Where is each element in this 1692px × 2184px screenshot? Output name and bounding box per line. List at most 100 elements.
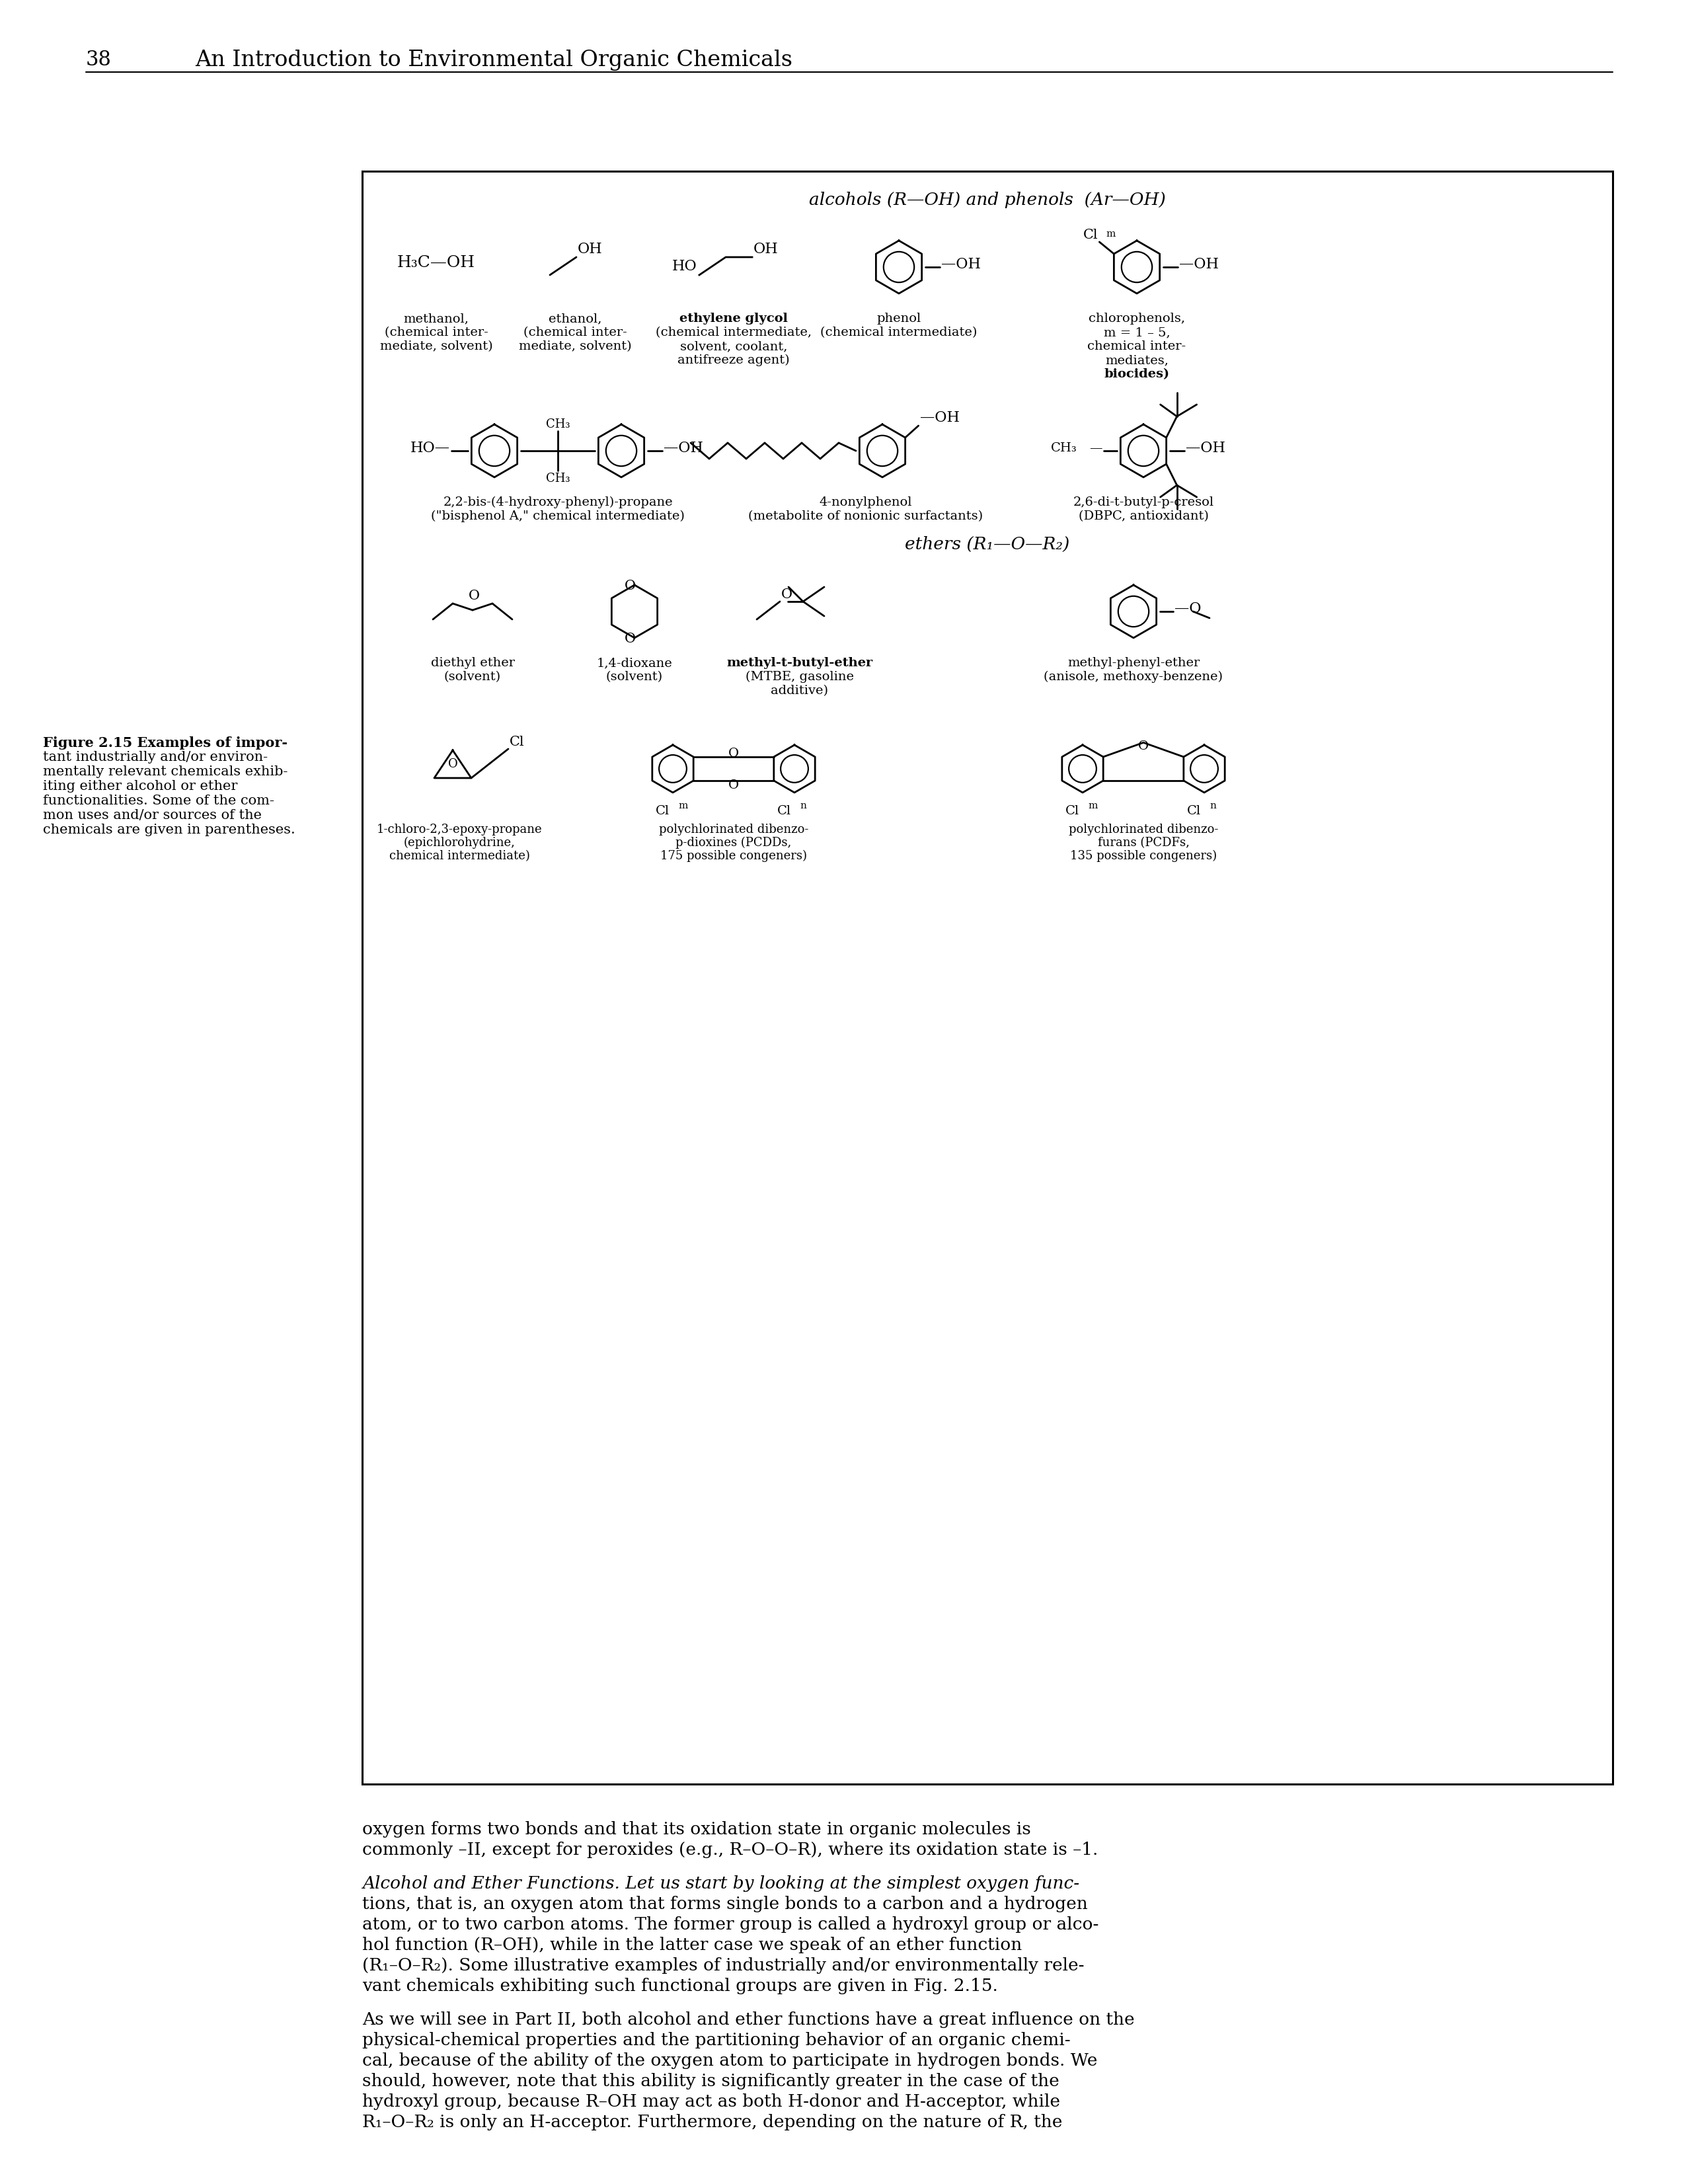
Text: —OH: —OH (1186, 441, 1225, 454)
Text: furans (PCDFs,: furans (PCDFs, (1098, 836, 1189, 850)
Text: (MTBE, gasoline: (MTBE, gasoline (746, 670, 854, 684)
Text: chemical inter-: chemical inter- (1088, 341, 1186, 352)
Text: O: O (469, 590, 479, 603)
Text: HO: HO (672, 260, 697, 273)
Bar (362, 173, 1612, 1784)
Text: O: O (624, 631, 636, 644)
Text: (chemical inter-: (chemical inter- (384, 325, 487, 339)
Text: Cl: Cl (1083, 229, 1098, 240)
Text: (R₁–O–R₂). Some illustrative examples of industrially and/or environmentally rel: (R₁–O–R₂). Some illustrative examples of… (362, 1957, 1085, 1972)
Text: (solvent): (solvent) (606, 670, 663, 684)
Text: Cl: Cl (509, 736, 525, 749)
Text: functionalities. Some of the com-: functionalities. Some of the com- (42, 795, 274, 806)
Text: O: O (1139, 740, 1149, 751)
Text: (anisole, methoxy-benzene): (anisole, methoxy-benzene) (1044, 670, 1223, 684)
Text: CH₃: CH₃ (547, 472, 570, 485)
Text: 38: 38 (86, 50, 112, 70)
Text: Figure 2.15 Examples of impor-: Figure 2.15 Examples of impor- (42, 736, 288, 749)
Text: (epichlorohydrine,: (epichlorohydrine, (404, 836, 514, 850)
Text: (chemical intermediate): (chemical intermediate) (821, 325, 978, 339)
Text: O: O (728, 780, 739, 791)
Text: chemical intermediate): chemical intermediate) (389, 850, 530, 863)
Text: commonly –II, except for peroxides (e.g., R–O–O–R), where its oxidation state is: commonly –II, except for peroxides (e.g.… (362, 1841, 1098, 1859)
Text: Cl: Cl (655, 806, 670, 817)
Text: —OH: —OH (941, 258, 981, 271)
Text: Cl: Cl (1188, 806, 1201, 817)
Text: ethers (R₁—O—R₂): ethers (R₁—O—R₂) (905, 535, 1069, 553)
Text: (solvent): (solvent) (443, 670, 501, 684)
Text: should, however, note that this ability is significantly greater in the case of : should, however, note that this ability … (362, 2073, 1059, 2088)
Text: R₁–O–R₂ is only an H-acceptor. Furthermore, depending on the nature of R, the: R₁–O–R₂ is only an H-acceptor. Furthermo… (362, 2114, 1063, 2129)
Text: biocides): biocides) (1105, 369, 1169, 380)
Text: HO—: HO— (411, 441, 450, 454)
Text: ethanol,: ethanol, (548, 312, 602, 325)
Text: m: m (1088, 802, 1098, 810)
Text: mediates,: mediates, (1105, 354, 1169, 367)
Text: OH: OH (753, 242, 778, 256)
Text: hydroxyl group, because R–OH may act as both H-donor and H-acceptor, while: hydroxyl group, because R–OH may act as … (362, 2092, 1061, 2110)
Text: mediate, solvent): mediate, solvent) (379, 341, 492, 352)
Text: additive): additive) (772, 684, 829, 697)
Text: (chemical intermediate,: (chemical intermediate, (655, 325, 812, 339)
Text: oxygen forms two bonds and that its oxidation state in organic molecules is: oxygen forms two bonds and that its oxid… (362, 1821, 1030, 1837)
Text: An Introduction to Environmental Organic Chemicals: An Introduction to Environmental Organic… (195, 50, 792, 70)
Text: tant industrially and/or environ-: tant industrially and/or environ- (42, 751, 267, 762)
Text: Cl: Cl (777, 806, 792, 817)
Text: 1,4-dioxane: 1,4-dioxane (597, 657, 672, 668)
Text: vant chemicals exhibiting such functional groups are given in Fig. 2.15.: vant chemicals exhibiting such functiona… (362, 1977, 998, 1994)
Text: ethylene glycol: ethylene glycol (680, 312, 788, 325)
Text: n: n (800, 802, 807, 810)
Text: —OH: —OH (1179, 258, 1218, 271)
Text: 135 possible congeners): 135 possible congeners) (1069, 850, 1217, 863)
Text: O: O (728, 747, 739, 760)
Text: m = 1 – 5,: m = 1 – 5, (1103, 325, 1171, 339)
Text: solvent, coolant,: solvent, coolant, (680, 341, 787, 352)
Text: polychlorinated dibenzo-: polychlorinated dibenzo- (1069, 823, 1218, 834)
Text: methyl-phenyl-ether: methyl-phenyl-ether (1068, 657, 1200, 668)
Text: physical-chemical properties and the partitioning behavior of an organic chemi-: physical-chemical properties and the par… (362, 2031, 1071, 2049)
Text: p-dioxines (PCDDs,: p-dioxines (PCDDs, (675, 836, 792, 850)
Text: chlorophenols,: chlorophenols, (1088, 312, 1184, 325)
Text: chemicals are given in parentheses.: chemicals are given in parentheses. (42, 823, 296, 836)
Text: diethyl ether: diethyl ether (430, 657, 514, 668)
Text: cal, because of the ability of the oxygen atom to participate in hydrogen bonds.: cal, because of the ability of the oxyge… (362, 2051, 1098, 2068)
Text: ("bisphenol A," chemical intermediate): ("bisphenol A," chemical intermediate) (431, 511, 685, 522)
Text: Cl: Cl (1066, 806, 1079, 817)
Text: —OH: —OH (663, 441, 704, 454)
Text: 2,2-bis-(4-hydroxy-phenyl)-propane: 2,2-bis-(4-hydroxy-phenyl)-propane (443, 496, 673, 509)
Text: 175 possible congeners): 175 possible congeners) (660, 850, 807, 863)
Text: methyl-t-butyl-ether: methyl-t-butyl-ether (726, 657, 873, 668)
Text: O: O (448, 758, 457, 769)
Text: —: — (1090, 441, 1103, 454)
Text: m: m (678, 802, 687, 810)
Text: antifreeze agent): antifreeze agent) (677, 354, 790, 367)
Text: tions, that is, an oxygen atom that forms single bonds to a carbon and a hydroge: tions, that is, an oxygen atom that form… (362, 1896, 1088, 1911)
Text: phenol: phenol (876, 312, 920, 325)
Text: alcohols (R—OH) and phenols  (Ar—OH): alcohols (R—OH) and phenols (Ar—OH) (809, 192, 1166, 207)
Text: methanol,: methanol, (404, 312, 469, 325)
Text: 4-nonylphenol: 4-nonylphenol (819, 496, 912, 509)
Text: mediate, solvent): mediate, solvent) (519, 341, 631, 352)
Text: —OH: —OH (920, 411, 959, 426)
Text: As we will see in Part II, both alcohol and ether functions have a great influen: As we will see in Part II, both alcohol … (362, 2011, 1135, 2027)
Text: n: n (1210, 802, 1217, 810)
Text: (DBPC, antioxidant): (DBPC, antioxidant) (1078, 511, 1208, 522)
Text: OH: OH (577, 242, 602, 256)
Text: CH₃: CH₃ (1051, 441, 1078, 454)
Text: 2,6-di-t-butyl-p-cresol: 2,6-di-t-butyl-p-cresol (1073, 496, 1213, 509)
Text: polychlorinated dibenzo-: polychlorinated dibenzo- (658, 823, 809, 834)
Text: m: m (1107, 229, 1115, 238)
Text: mon uses and/or sources of the: mon uses and/or sources of the (42, 808, 262, 821)
Text: mentally relevant chemicals exhib-: mentally relevant chemicals exhib- (42, 764, 288, 778)
Text: hol function (R–OH), while in the latter case we speak of an ether function: hol function (R–OH), while in the latter… (362, 1937, 1022, 1952)
Text: iting either alcohol or ether: iting either alcohol or ether (42, 780, 237, 793)
Text: O: O (782, 587, 792, 601)
Text: 1-chloro-2,3-epoxy-propane: 1-chloro-2,3-epoxy-propane (377, 823, 541, 834)
Text: CH₃: CH₃ (547, 419, 570, 430)
Text: (chemical inter-: (chemical inter- (523, 325, 626, 339)
Text: atom, or to two carbon atoms. The former group is called a hydroxyl group or alc: atom, or to two carbon atoms. The former… (362, 1915, 1098, 1933)
Text: (metabolite of nonionic surfactants): (metabolite of nonionic surfactants) (748, 511, 983, 522)
Text: O: O (624, 579, 636, 592)
Text: Alcohol and Ether Functions. Let us start by looking at the simplest oxygen func: Alcohol and Ether Functions. Let us star… (362, 1874, 1079, 1891)
Text: H₃C—OH: H₃C—OH (398, 256, 475, 271)
